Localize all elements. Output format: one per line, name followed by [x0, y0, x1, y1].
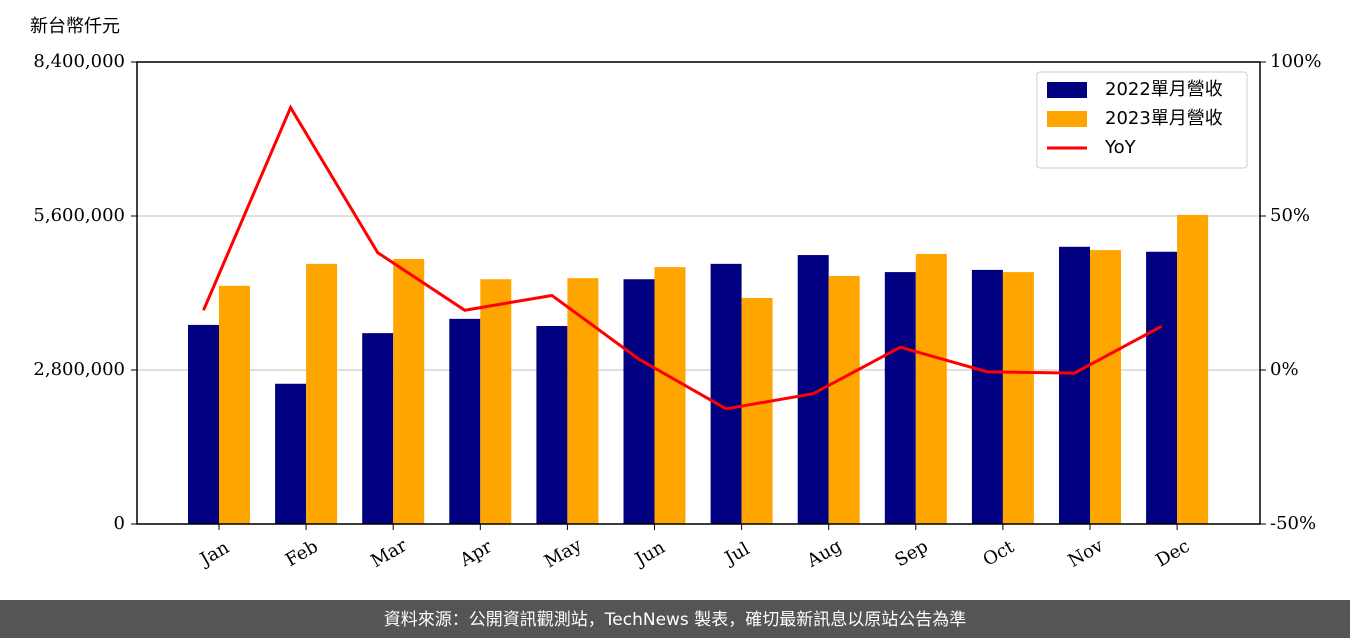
- bar: [567, 278, 599, 524]
- bar: [915, 253, 947, 524]
- y-tick-label: 8,400,000: [33, 51, 125, 72]
- bar: [884, 272, 916, 524]
- line: [202, 104, 1163, 411]
- x-tick-label: Apr: [456, 536, 496, 571]
- legend-label: 2022單月營收: [1105, 79, 1223, 100]
- legend-swatch: [1047, 111, 1087, 127]
- bar: [623, 279, 655, 524]
- x-tick-label: Jun: [630, 537, 669, 572]
- bar: [219, 285, 250, 524]
- x-tick-label: Nov: [1065, 535, 1108, 572]
- x-tick-label: Mar: [367, 535, 411, 572]
- bar: [480, 279, 512, 524]
- x-tick-label: Dec: [1152, 536, 1193, 572]
- x-tick-label: May: [541, 534, 586, 572]
- bar: [393, 258, 425, 524]
- x-tick-label: Aug: [803, 535, 846, 572]
- bar: [306, 263, 338, 524]
- x-tick-label: Jan: [195, 537, 233, 571]
- legend-label: 2023單月營收: [1105, 108, 1223, 129]
- bar: [536, 326, 568, 524]
- y-tick-label: 5,600,000: [33, 205, 125, 226]
- y-tick-label: 2,800,000: [33, 359, 125, 380]
- bar: [828, 275, 860, 524]
- bar: [188, 324, 219, 524]
- x-tick-label: Feb: [282, 536, 322, 571]
- bar: [654, 267, 686, 524]
- legend-swatch: [1047, 82, 1087, 98]
- plot-frame: [136, 61, 1261, 525]
- bar: [1090, 250, 1121, 524]
- bar: [362, 333, 394, 524]
- bar: [275, 383, 307, 524]
- bar: [1002, 272, 1034, 524]
- y2-tick-label: 100%: [1270, 51, 1321, 72]
- y2-tick-label: -50%: [1270, 513, 1316, 534]
- x-tick-label: Sep: [891, 536, 931, 571]
- y-tick-label: 0: [114, 513, 125, 534]
- y-axis-label: 新台幣仟元: [30, 16, 120, 37]
- y2-tick-label: 0%: [1270, 359, 1299, 380]
- footer-bar: [0, 600, 1350, 638]
- bar: [1146, 251, 1178, 524]
- x-tick-label: Jul: [720, 538, 754, 570]
- footer: 資料來源：公開資訊觀測站，TechNews 製表，確切最新訊息以原站公告為準: [384, 610, 966, 630]
- y2-tick-label: 50%: [1270, 205, 1310, 226]
- x-tick-label: Oct: [980, 536, 1019, 571]
- legend-box: [1036, 71, 1248, 169]
- bar: [1059, 246, 1090, 525]
- bar: [971, 269, 1003, 524]
- bar: [741, 297, 773, 524]
- bar: [1177, 214, 1209, 524]
- legend-label: YoY: [1104, 137, 1137, 158]
- bar: [449, 318, 481, 524]
- bar: [710, 263, 742, 524]
